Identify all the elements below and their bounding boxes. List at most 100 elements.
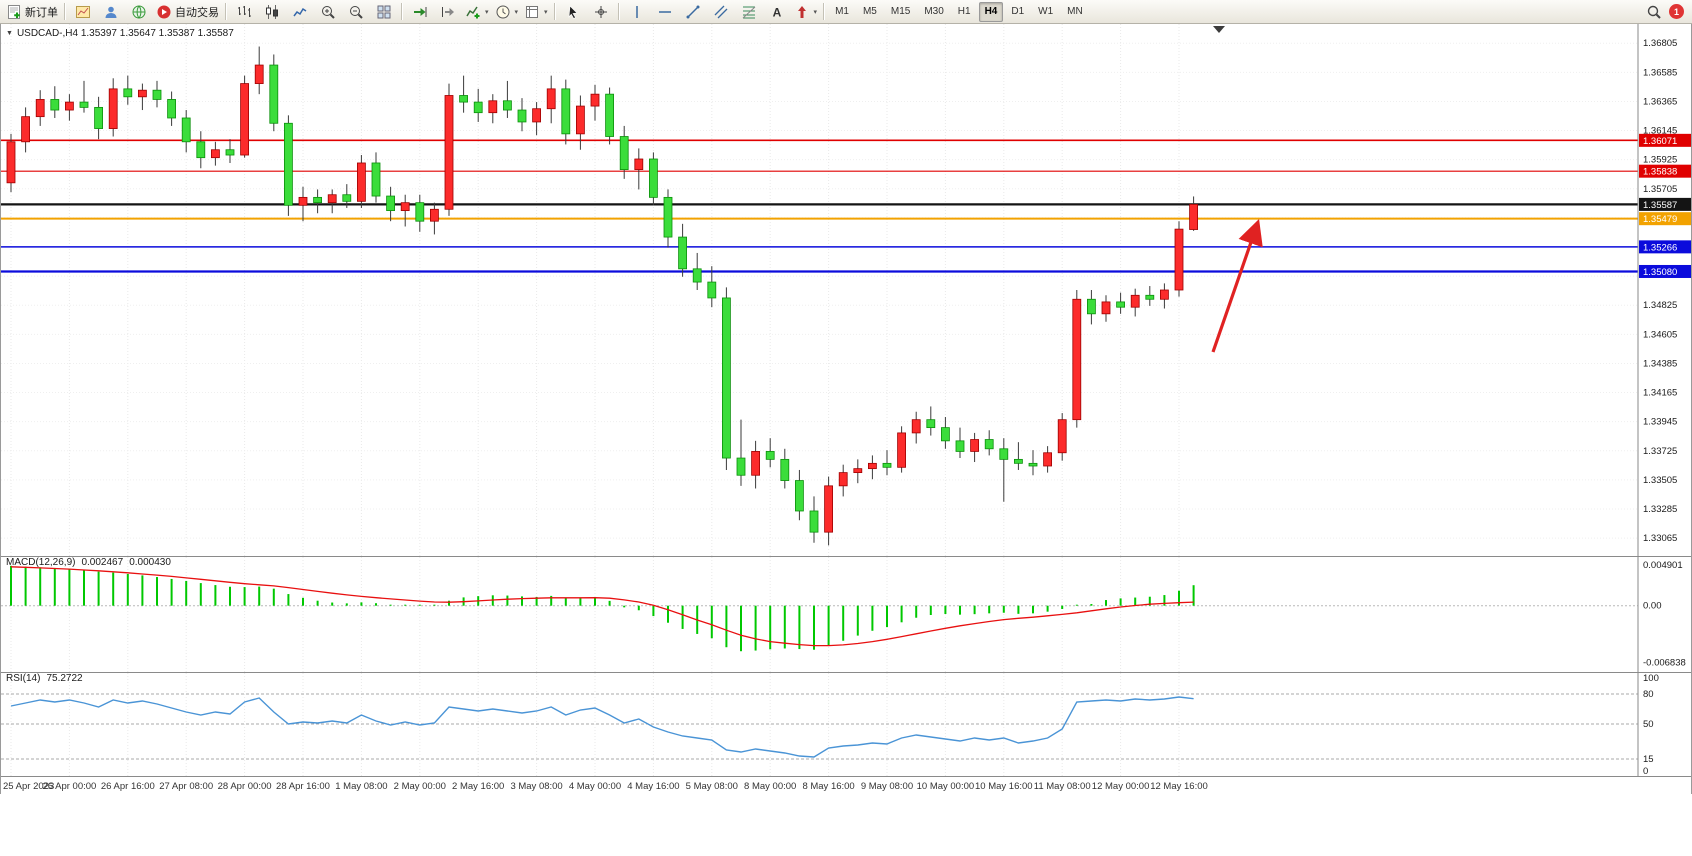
timeframe-m5-button[interactable]: M5	[862, 6, 877, 17]
autoscroll-icon	[414, 6, 427, 17]
profile-icon	[105, 6, 117, 18]
price-badge-1.35587	[1639, 197, 1691, 211]
timeframe-mn-button[interactable]: MN	[1067, 6, 1083, 17]
zoom-in-icon	[322, 5, 335, 19]
chevron-down-icon[interactable]: ▾	[485, 8, 489, 16]
macd-axis-tick: -0.006838	[1643, 658, 1686, 669]
toolbar-candlestick-mode-button[interactable]	[258, 1, 286, 23]
timeframe-h4-button[interactable]: H4	[978, 1, 1004, 22]
toolbar-zoom-out-button[interactable]	[342, 1, 370, 23]
price-axis-tick: 1.33065	[1643, 533, 1677, 544]
macd-panel-canvas[interactable]: 0.004901 0.00 -0.006838	[1, 556, 1691, 672]
workspace-empty-area	[0, 794, 1692, 856]
price-badge-text: 1.35080	[1643, 267, 1677, 278]
time-axis-label: 27 Apr 08:00	[159, 781, 213, 792]
toolbar-periods-button[interactable]: ▾	[492, 1, 522, 23]
toolbar-fibonacci-retracement-button[interactable]	[735, 1, 763, 23]
price-axis-tick: 1.34385	[1643, 358, 1677, 369]
rsi-axis-tick: 50	[1643, 719, 1654, 730]
template-icon	[526, 5, 539, 18]
toolbar-arrow-objects-button[interactable]: ▾	[791, 1, 821, 23]
rsi-panel-canvas[interactable]: 100 80 50 150	[1, 672, 1691, 776]
price-badge-text: 1.35479	[1643, 214, 1677, 225]
time-axis-label: 28 Apr 16:00	[276, 781, 330, 792]
time-axis-label: 3 May 08:00	[510, 781, 562, 792]
clock-icon	[496, 5, 510, 18]
time-axis-label: 10 May 16:00	[975, 781, 1033, 792]
time-axis-label: 5 May 08:00	[686, 781, 738, 792]
price-badge-1.36071	[1639, 133, 1691, 147]
toolbar-right: 1	[1646, 4, 1689, 20]
trendline-icon	[686, 5, 700, 18]
time-axis-label: 8 May 16:00	[802, 781, 854, 792]
hline-icon	[658, 10, 671, 13]
macd-histogram	[10, 565, 1195, 652]
toolbar-vertical-line-button[interactable]	[623, 1, 651, 23]
toolbar-auto-scroll-button[interactable]	[406, 1, 434, 23]
chevron-down-icon[interactable]: ▾	[544, 8, 548, 16]
search-icon[interactable]	[1646, 4, 1662, 20]
price-axis-tick: 1.33945	[1643, 417, 1677, 428]
toolbar-trendline-button[interactable]	[679, 1, 707, 23]
autotrade-icon	[157, 5, 171, 18]
toolbar-templates-button[interactable]: ▾	[521, 1, 551, 23]
time-axis-label: 8 May 00:00	[744, 781, 796, 792]
svg-text:A: A	[772, 5, 781, 19]
price-badge-text: 1.36071	[1643, 136, 1677, 147]
toolbar-auto-trading-button[interactable]: 自动交易	[153, 1, 222, 23]
time-axis-label: 28 Apr 00:00	[218, 781, 272, 792]
main-chart-canvas[interactable]: 1.36805 1.36585 1.36365 1.36145 1.35925 1.357…	[1, 24, 1691, 556]
price-axis-tick: 1.35705	[1643, 184, 1677, 195]
timeframe-m15-button[interactable]: M15	[890, 6, 911, 17]
timeframe-w1-button[interactable]: W1	[1038, 6, 1054, 17]
vline-icon	[635, 5, 638, 18]
price-badge-1.35479	[1639, 212, 1691, 226]
toolbar-new-order-button[interactable]: 新订单	[3, 1, 61, 23]
timeframe-d1-button[interactable]: D1	[1011, 6, 1025, 17]
toolbar-indicators-button[interactable]: ▾	[462, 1, 492, 23]
price-axis-tick: 1.34165	[1643, 388, 1677, 399]
timeframe-m1-button[interactable]: M1	[835, 6, 849, 17]
trend-arrow-annotation[interactable]	[1211, 218, 1263, 353]
price-axis-tick: 1.36805	[1643, 38, 1677, 49]
price-axis-tick: 1.33725	[1643, 446, 1677, 457]
tile-icon	[377, 5, 391, 18]
toolbar-charts-button[interactable]	[69, 1, 97, 23]
toolbar-zoom-in-button[interactable]	[314, 1, 342, 23]
rsi-axis-tick: 80	[1643, 689, 1654, 700]
macd-axis-tick: 0.00	[1643, 601, 1662, 612]
toolbar-separator	[64, 3, 66, 20]
toolbar-profile-button[interactable]	[97, 1, 125, 23]
toolbar-cursor-button[interactable]	[559, 1, 587, 23]
toolbar-chart-shift-button[interactable]	[434, 1, 462, 23]
chevron-down-icon[interactable]: ▾	[514, 8, 519, 16]
toolbar-market-watch-button[interactable]	[125, 1, 153, 23]
price-axis-tick: 1.35925	[1643, 155, 1677, 166]
toolbar-horizontal-line-button[interactable]	[651, 1, 679, 23]
toolbar-equidistant-channel-button[interactable]	[707, 1, 735, 23]
text-icon: A	[772, 5, 781, 19]
chart-shift-marker[interactable]	[1213, 26, 1225, 33]
toolbar-separator	[823, 3, 826, 20]
chevron-down-icon[interactable]: ▾	[813, 8, 818, 16]
timeframe-h1-button[interactable]: H1	[957, 6, 971, 17]
toolbar-bar-chart-mode-button[interactable]	[230, 1, 258, 23]
market-icon	[132, 5, 146, 18]
cursor-icon	[568, 4, 578, 19]
toolbar-separator	[553, 3, 556, 20]
price-axis-tick: 1.36145	[1643, 126, 1677, 137]
toolbar: 新订单 自动交易 ▾ ▾ ▾ A ▾ M1 M5 M15 M30 H1 H4 D1 W1 MN 1	[0, 0, 1692, 24]
timeframe-m30-button[interactable]: M30	[924, 6, 944, 17]
price-badge-text: 1.35838	[1643, 167, 1677, 178]
zoom-out-icon	[350, 5, 363, 19]
toolbar-text-label-button[interactable]: A	[763, 1, 791, 23]
toolbar-tile-windows-button[interactable]	[370, 1, 398, 23]
price-badge-1.35266	[1639, 240, 1691, 254]
auto-trading-label: 自动交易	[175, 6, 219, 19]
notification-badge[interactable]: 1	[1669, 4, 1684, 19]
time-axis-label: 26 Apr 16:00	[101, 781, 155, 792]
toolbar-crosshair-button[interactable]	[587, 1, 615, 23]
toolbar-line-chart-mode-button[interactable]	[286, 1, 314, 23]
